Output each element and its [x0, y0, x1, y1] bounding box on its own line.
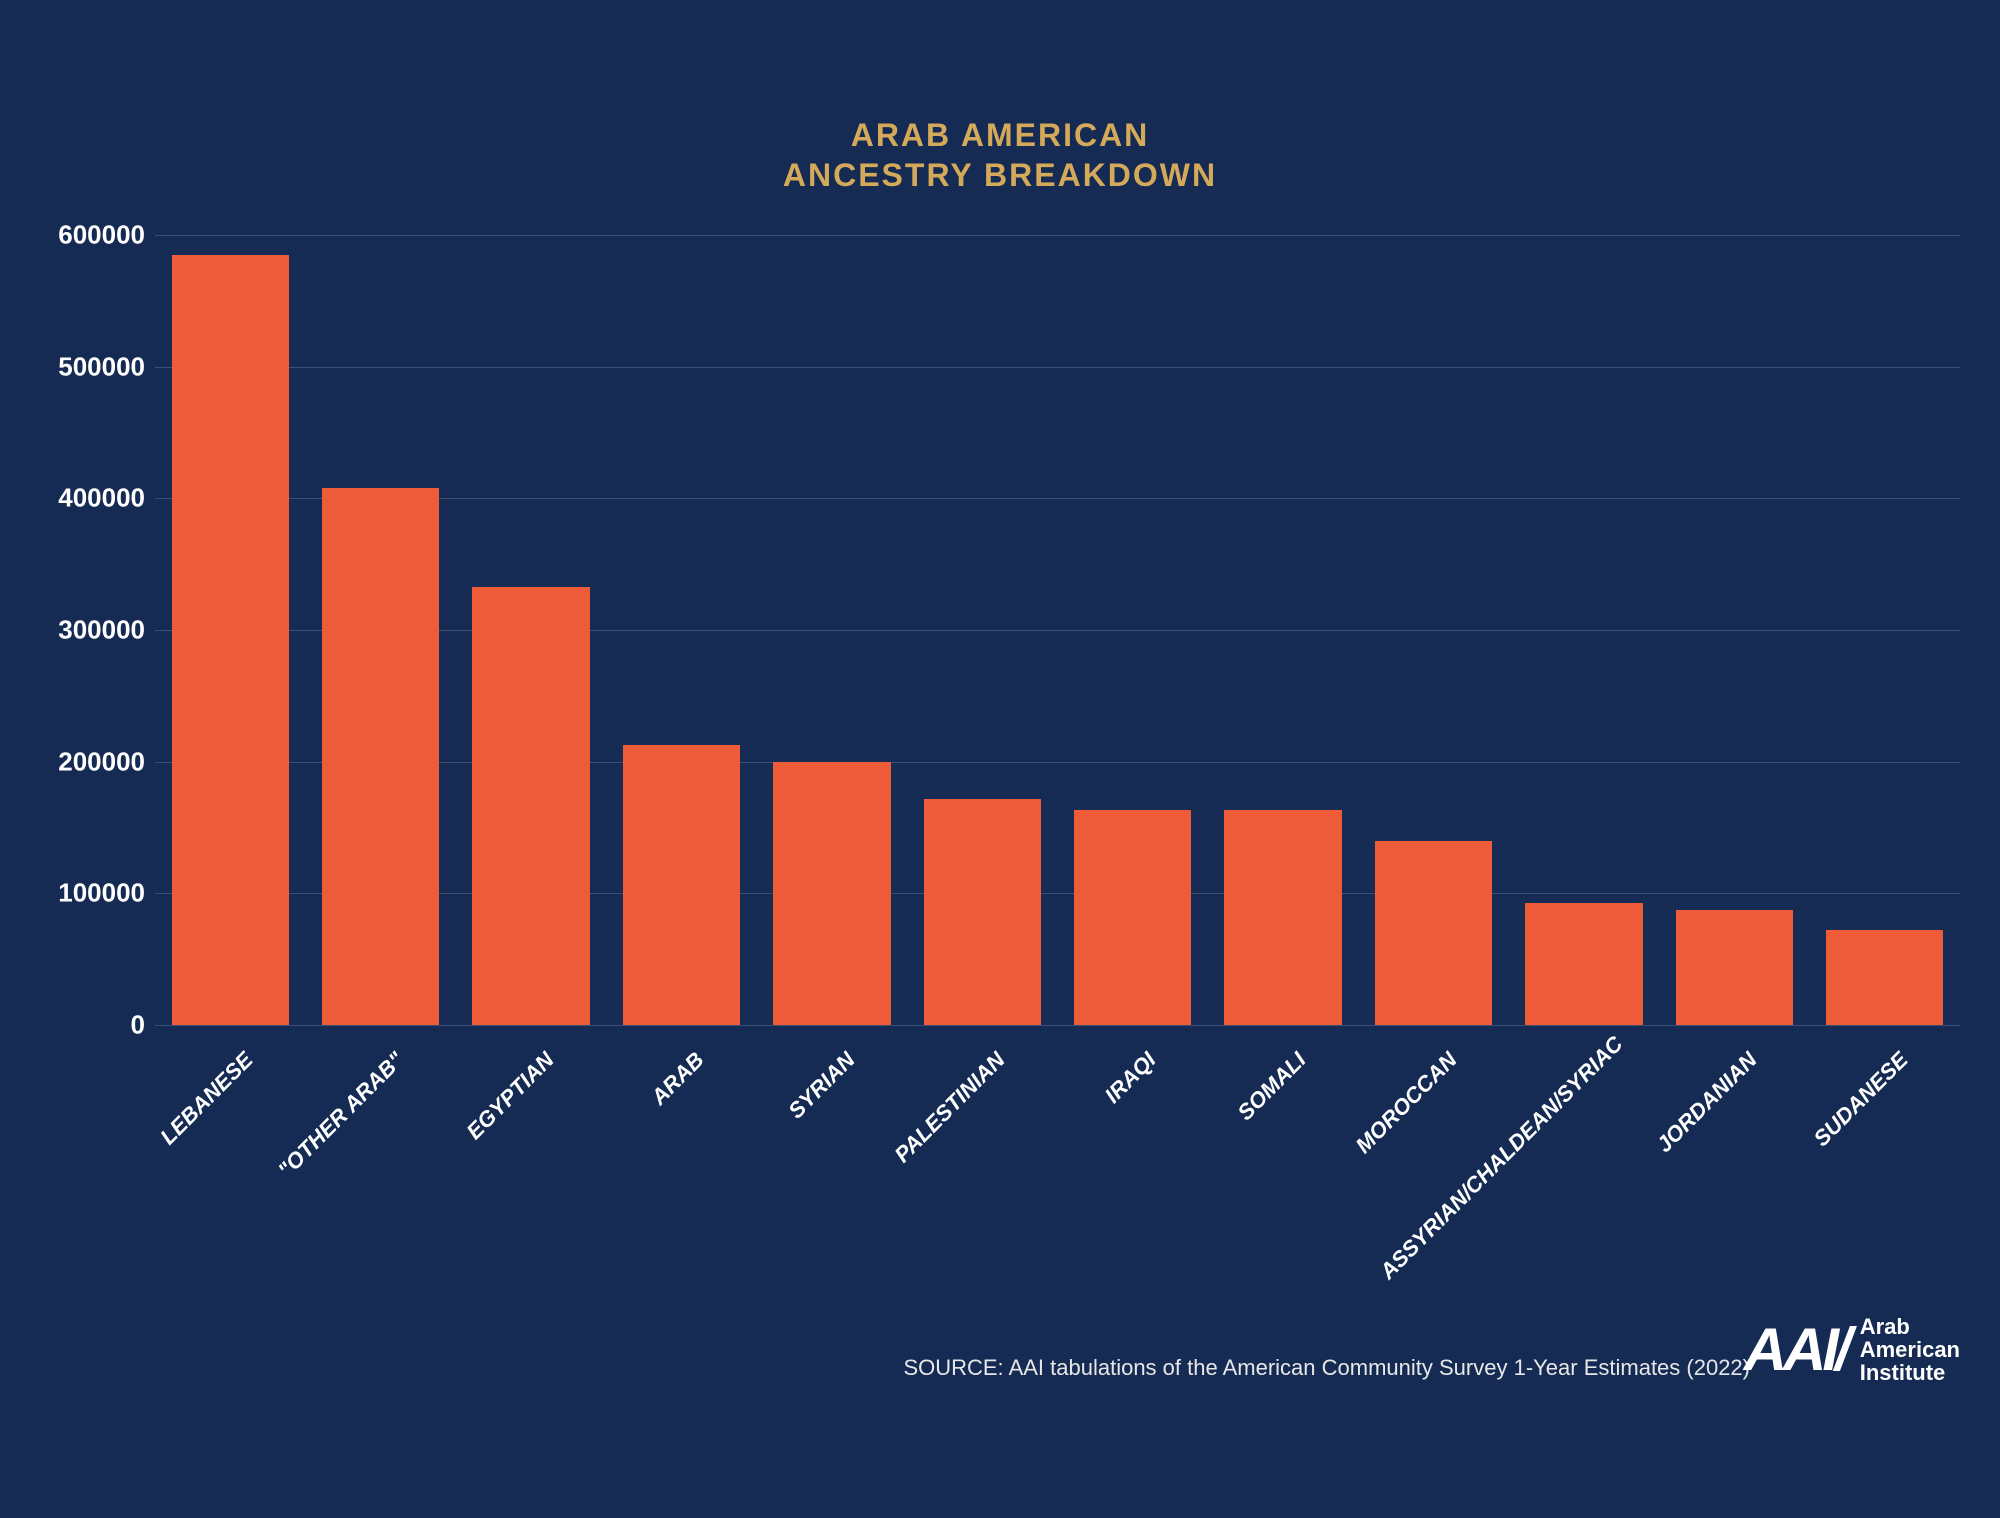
bar: [472, 587, 589, 1025]
gridline: [155, 235, 1960, 236]
bar: [322, 488, 439, 1025]
y-axis-label: 400000: [25, 483, 145, 514]
y-axis-label: 200000: [25, 746, 145, 777]
bar: [1826, 930, 1943, 1025]
bar: [172, 255, 289, 1025]
logo-text: Arab American Institute: [1860, 1315, 1960, 1384]
logo-text-line3: Institute: [1860, 1361, 1960, 1384]
chart-canvas: ARAB AMERICAN ANCESTRY BREAKDOWN SOURCE:…: [0, 0, 2000, 1518]
chart-title-line2: ANCESTRY BREAKDOWN: [0, 155, 2000, 195]
logo-text-line1: Arab: [1860, 1315, 1960, 1338]
bar: [1676, 910, 1793, 1025]
chart-title: ARAB AMERICAN ANCESTRY BREAKDOWN: [0, 115, 2000, 195]
logo-mark: AAI/: [1744, 1323, 1848, 1377]
chart-title-line1: ARAB AMERICAN: [0, 115, 2000, 155]
gridline: [155, 1025, 1960, 1026]
bar: [1375, 841, 1492, 1025]
bar: [924, 799, 1041, 1025]
y-axis-label: 300000: [25, 615, 145, 646]
bar: [623, 745, 740, 1025]
gridline: [155, 367, 1960, 368]
bar: [773, 762, 890, 1025]
source-caption: SOURCE: AAI tabulations of the American …: [903, 1355, 1750, 1381]
bar: [1525, 903, 1642, 1025]
y-axis-label: 100000: [25, 878, 145, 909]
y-axis-label: 500000: [25, 351, 145, 382]
logo-text-line2: American: [1860, 1338, 1960, 1361]
footer-logo: AAI/ Arab American Institute: [1744, 1315, 1960, 1384]
bar: [1074, 810, 1191, 1025]
y-axis-label: 0: [25, 1010, 145, 1041]
plot-area: [155, 235, 1960, 1025]
bar: [1224, 810, 1341, 1025]
y-axis-label: 600000: [25, 220, 145, 251]
